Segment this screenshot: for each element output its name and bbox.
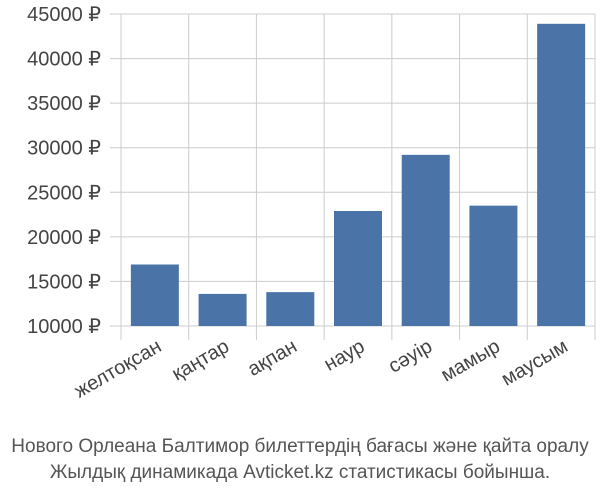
y-tick-label: 10000 ₽ bbox=[27, 316, 101, 338]
y-tick-label: 30000 ₽ bbox=[27, 138, 101, 160]
bar-chart: 10000 ₽ 15000 ₽ 20000 ₽ 25000 ₽ 30000 ₽ 35000… bbox=[27, 4, 596, 403]
y-tick-label: 45000 ₽ bbox=[27, 4, 101, 26]
y-tick-label: 15000 ₽ bbox=[27, 271, 101, 293]
bar-5 bbox=[469, 205, 518, 326]
chart-caption-line2: Жылдық динамикада Avticket.kz статистика… bbox=[49, 462, 551, 483]
x-tick-label: мамыр bbox=[437, 335, 504, 386]
bar-1 bbox=[198, 293, 247, 326]
y-tick-label: 20000 ₽ bbox=[27, 227, 101, 249]
bar-6 bbox=[537, 23, 586, 326]
x-tick-label: наур bbox=[320, 335, 368, 375]
x-tick-label: ақпан bbox=[244, 335, 301, 380]
x-tick-label: сәуір bbox=[385, 335, 436, 377]
y-tick-label: 40000 ₽ bbox=[27, 49, 101, 71]
x-tick-label: қаңтар bbox=[168, 335, 233, 385]
gridlines bbox=[110, 13, 596, 340]
x-tick-label: маусым bbox=[498, 335, 572, 390]
y-tick-label: 35000 ₽ bbox=[27, 93, 101, 115]
bar-3 bbox=[334, 211, 382, 326]
y-axis-ticks: 10000 ₽ 15000 ₽ 20000 ₽ 25000 ₽ 30000 ₽ 35000… bbox=[27, 4, 101, 338]
x-tick-label: желтоқсан bbox=[71, 335, 166, 402]
bar-0 bbox=[130, 264, 179, 326]
bar-2 bbox=[266, 292, 315, 326]
chart-caption-line1: Нового Орлеана Балтимор билеттердің баға… bbox=[11, 436, 589, 457]
bars bbox=[130, 23, 586, 326]
bar-4 bbox=[401, 154, 450, 326]
y-tick-label: 25000 ₽ bbox=[27, 182, 101, 204]
